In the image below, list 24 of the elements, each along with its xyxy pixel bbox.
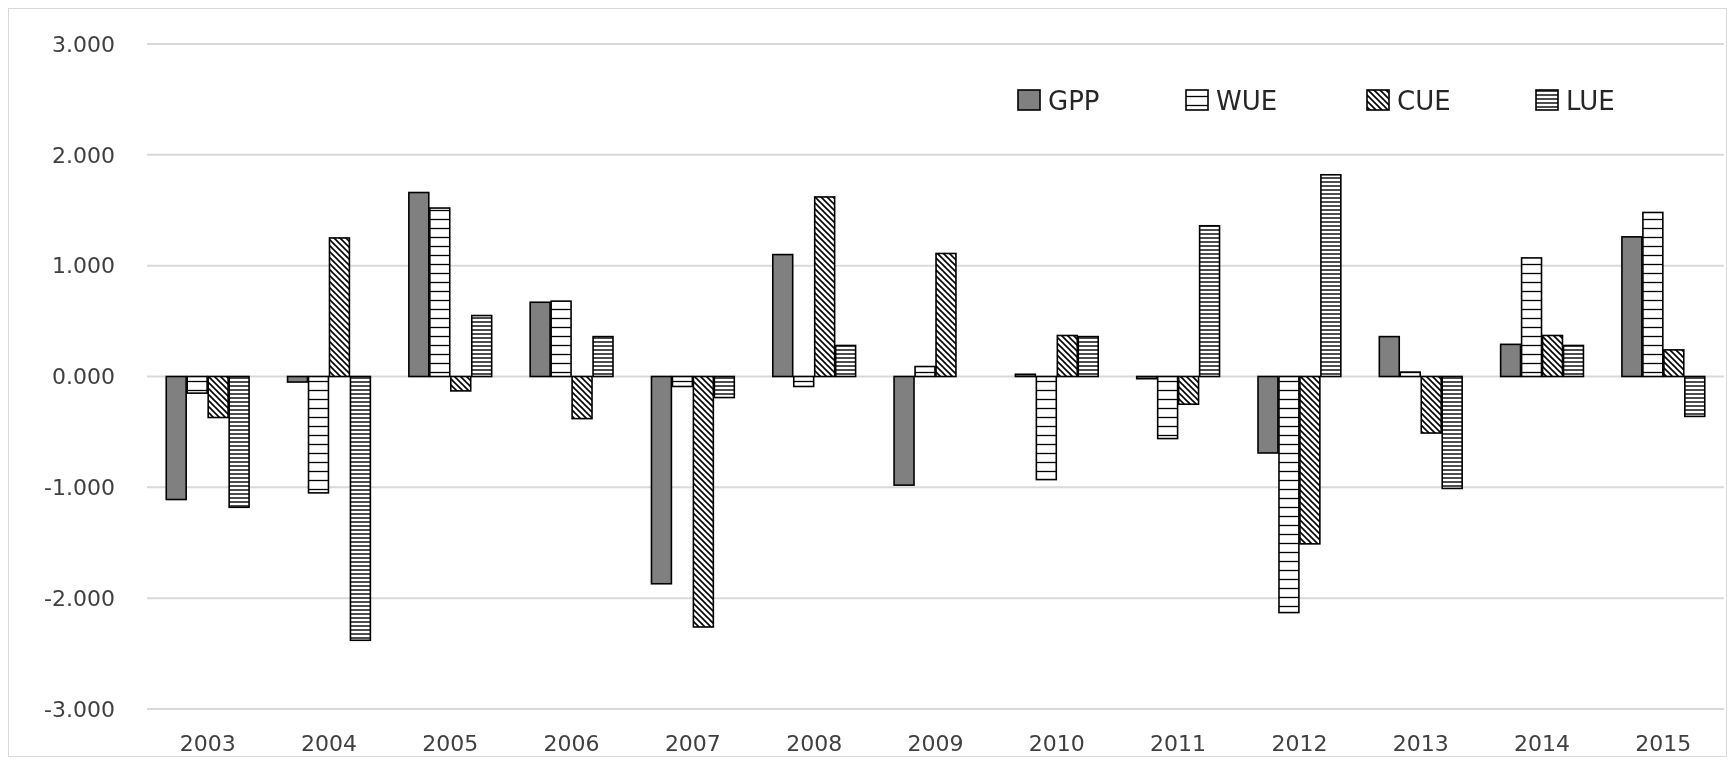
legend-label: GPP — [1048, 86, 1100, 117]
x-tick-label: 2010 — [1028, 731, 1085, 756]
legend-label: WUE — [1216, 86, 1278, 117]
x-tick-label: 2003 — [179, 731, 236, 756]
x-tick-label: 2006 — [543, 731, 600, 756]
x-tick-label: 2007 — [664, 731, 721, 756]
y-tick-label: 2.000 — [52, 142, 115, 168]
legend-label: CUE — [1397, 86, 1451, 117]
x-tick-label: 2013 — [1392, 731, 1449, 756]
x-tick-label: 2015 — [1635, 731, 1692, 756]
x-tick-label: 2009 — [907, 731, 964, 756]
y-tick-label: 1.000 — [52, 253, 115, 279]
y-tick-label: -2.000 — [44, 585, 115, 611]
x-tick-label: 2005 — [422, 731, 479, 756]
x-tick-label: 2014 — [1514, 731, 1571, 756]
y-tick-label: -1.000 — [44, 475, 115, 501]
y-tick-label: -3.000 — [44, 696, 115, 722]
x-tick-label: 2012 — [1271, 731, 1328, 756]
x-tick-label: 2008 — [786, 731, 843, 756]
x-tick-label: 2011 — [1150, 731, 1207, 756]
legend-label: LUE — [1566, 86, 1615, 117]
y-tick-label: 0.000 — [52, 364, 115, 390]
y-tick-label: 3.000 — [52, 31, 115, 57]
x-tick-label: 2004 — [300, 731, 357, 756]
